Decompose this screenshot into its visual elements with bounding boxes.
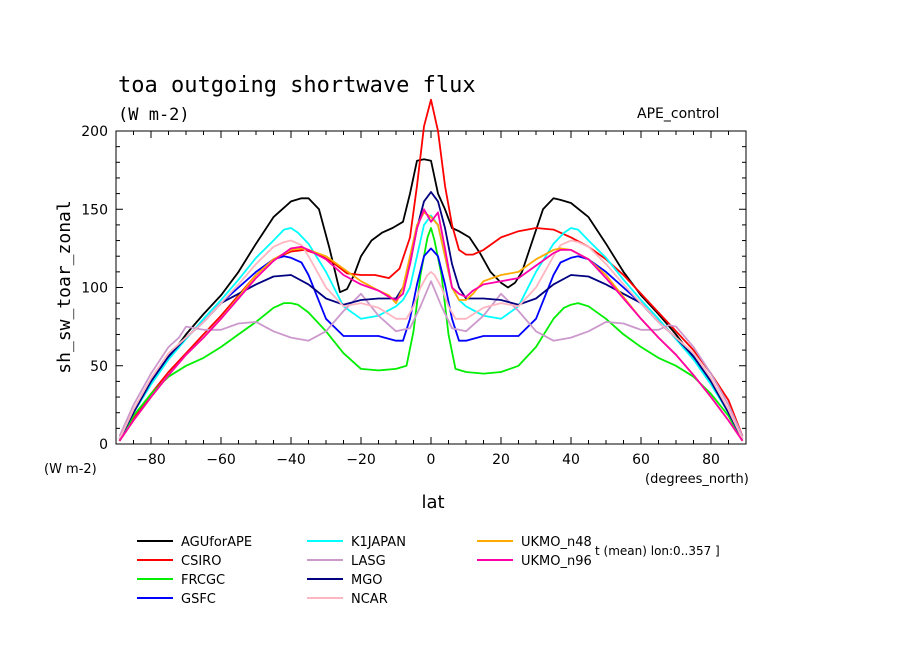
- legend-label: AGUforAPE: [181, 535, 252, 550]
- experiment-annotation: APE_control: [637, 106, 719, 122]
- series-line-mgo: [118, 191, 744, 440]
- series-line-gsfc: [118, 247, 744, 440]
- legend-label: K1JAPAN: [351, 535, 406, 550]
- legend-label: LASG: [351, 554, 386, 569]
- chart-title: toa outgoing shortwave flux: [118, 73, 476, 98]
- y-tick-label: 150: [81, 202, 108, 218]
- x-tick-label: 60: [632, 452, 650, 468]
- y-tick-label: 50: [90, 359, 108, 375]
- legend-label: CSIRO: [181, 554, 221, 569]
- legend: AGUforAPE CSIRO FRCGC GSFC K1JAPAN LASG MGO NCA…: [137, 535, 592, 607]
- legend-label: MGO: [351, 573, 383, 588]
- x-tick-label: 20: [492, 452, 510, 468]
- legend-label: FRCGC: [181, 573, 225, 588]
- y-tick-label: 0: [99, 437, 108, 453]
- x-tick-label: −60: [206, 452, 236, 468]
- series-line-lasg: [118, 280, 744, 437]
- series-line-ncar: [118, 239, 744, 440]
- plot-frame: [115, 130, 747, 445]
- x-tick-label: −40: [276, 452, 306, 468]
- y-axis-label: sh_sw_toar_zonal: [54, 200, 75, 373]
- x-tick-label: 40: [562, 452, 580, 468]
- y-unit-label: (W m-2): [44, 462, 97, 477]
- x-tick-label: −20: [346, 452, 376, 468]
- series-line-aguforape: [118, 158, 744, 440]
- legend-label: UKMO_n96: [521, 554, 592, 569]
- x-unit-label: (degrees_north): [645, 472, 749, 487]
- y-tick-label: 200: [81, 124, 108, 140]
- chart-subtitle: (W m-2): [118, 105, 190, 125]
- series-line-frcgc: [118, 227, 744, 442]
- x-axis-label: lat: [421, 492, 444, 513]
- series-line-csiro: [118, 98, 744, 442]
- series-line-k1japan: [118, 214, 744, 440]
- x-tick-label: 0: [427, 452, 436, 468]
- x-tick-label: −80: [136, 452, 166, 468]
- series-line-ukmo_n48: [118, 211, 744, 442]
- y-axis-ticks: 0 50 100 150 200: [81, 124, 746, 453]
- legend-label: UKMO_n48: [521, 535, 592, 550]
- legend-label: NCAR: [351, 592, 388, 607]
- x-tick-label: 80: [702, 452, 720, 468]
- legend-label: GSFC: [181, 592, 216, 607]
- series-line-ukmo_n96: [118, 208, 744, 442]
- x-axis-ticks: −80 −60 −40 −20 0 20 40 60 80: [133, 131, 729, 468]
- series-lines: [118, 98, 744, 442]
- footnote: t (mean) lon:0..357 ]: [595, 544, 720, 558]
- y-tick-label: 100: [81, 281, 108, 297]
